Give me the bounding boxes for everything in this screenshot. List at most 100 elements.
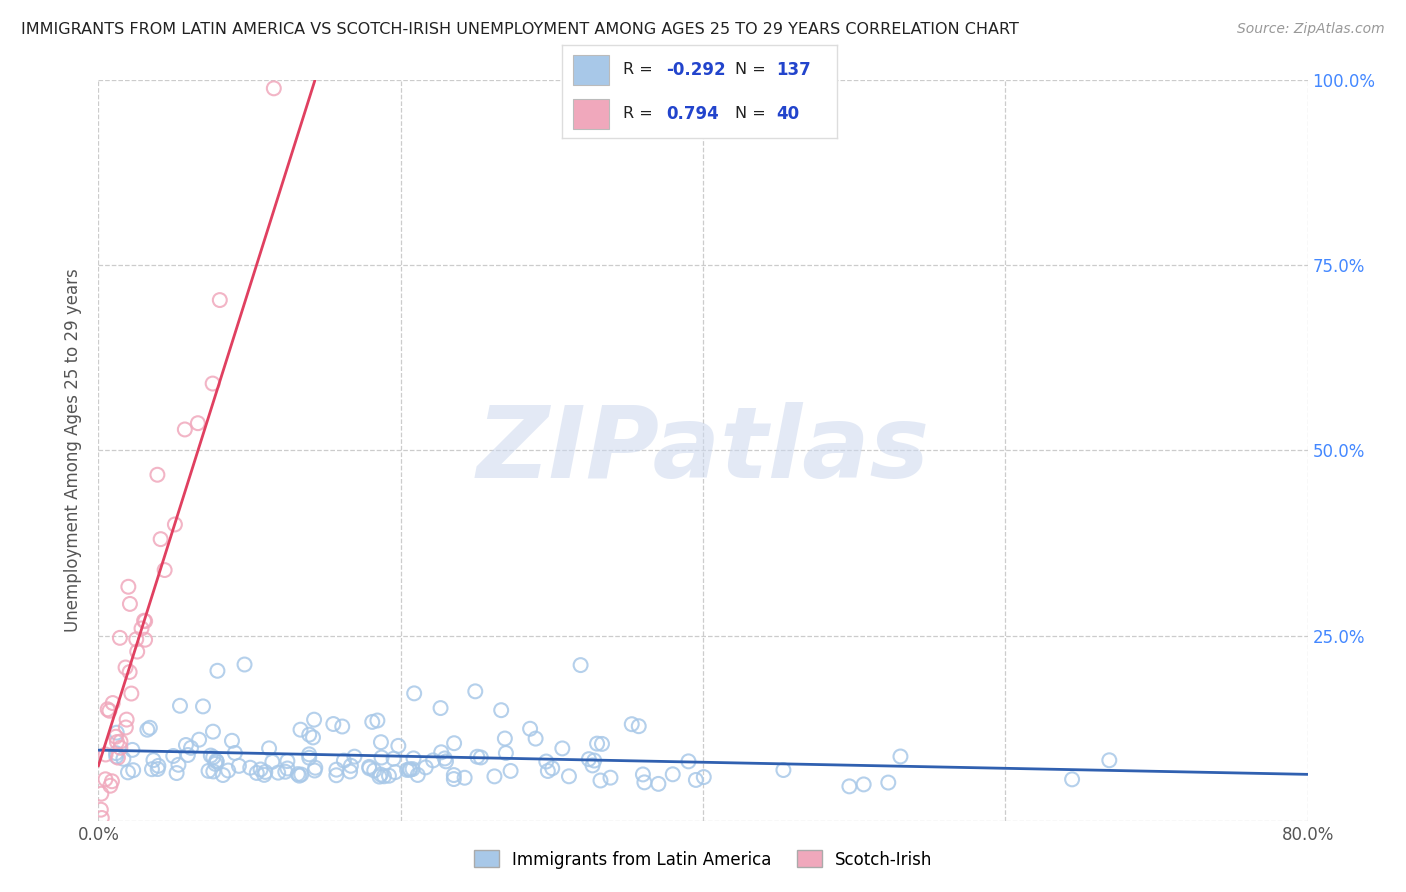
Point: [551, 741, 574, 756]
Point: [90, 803, 112, 817]
Point: [453, 771, 475, 785]
Point: [330, 719, 353, 733]
Point: [107, 750, 129, 764]
Point: [101, 774, 124, 789]
Point: [188, 732, 211, 747]
Point: [359, 761, 381, 775]
Point: [340, 759, 363, 773]
Point: [288, 769, 311, 783]
Point: [852, 777, 875, 791]
Point: [200, 748, 222, 763]
Point: [224, 746, 246, 760]
Point: [406, 768, 429, 782]
Point: [253, 768, 276, 782]
Point: [302, 713, 325, 727]
Point: [541, 761, 564, 775]
Point: [112, 752, 135, 766]
Point: [115, 713, 138, 727]
Point: [212, 768, 235, 782]
Point: [90, 787, 112, 801]
Point: [422, 753, 444, 767]
Text: ZIPatlas: ZIPatlas: [477, 402, 929, 499]
Point: [153, 563, 176, 577]
Point: [207, 664, 229, 678]
Point: [569, 658, 592, 673]
Point: [101, 696, 124, 710]
Point: [134, 614, 156, 628]
Point: [118, 665, 141, 679]
Point: [378, 769, 401, 783]
Point: [633, 775, 655, 789]
Point: [396, 763, 419, 777]
Point: [494, 731, 516, 746]
Point: [257, 741, 280, 756]
Point: [90, 811, 112, 825]
Point: [290, 723, 312, 737]
Text: R =: R =: [623, 62, 658, 78]
Point: [443, 772, 465, 786]
Point: [772, 763, 794, 777]
Point: [105, 746, 128, 760]
Point: [274, 764, 297, 779]
Point: [146, 467, 169, 482]
Point: [121, 743, 143, 757]
Point: [148, 759, 170, 773]
Text: 137: 137: [776, 61, 811, 78]
Point: [125, 632, 148, 647]
Point: [290, 767, 312, 781]
Point: [114, 660, 136, 674]
Text: 40: 40: [776, 105, 800, 123]
Point: [97, 702, 120, 716]
Point: [263, 81, 285, 95]
Point: [276, 754, 298, 768]
Point: [370, 735, 392, 749]
Point: [105, 725, 128, 739]
Point: [889, 749, 911, 764]
Point: [118, 597, 141, 611]
Point: [465, 749, 488, 764]
Point: [149, 532, 172, 546]
Point: [343, 749, 366, 764]
Point: [415, 760, 437, 774]
Point: [122, 763, 145, 777]
Point: [110, 740, 132, 755]
Point: [430, 745, 453, 759]
Point: [201, 376, 224, 391]
Point: [495, 746, 517, 760]
Point: [627, 719, 650, 733]
Point: [384, 765, 406, 780]
Point: [434, 755, 457, 769]
Text: R =: R =: [623, 106, 658, 121]
Point: [302, 731, 325, 745]
Point: [368, 770, 391, 784]
Point: [201, 724, 224, 739]
Point: [139, 721, 162, 735]
Point: [366, 714, 388, 728]
Point: [433, 751, 456, 765]
Point: [163, 517, 186, 532]
Point: [387, 739, 409, 753]
Point: [146, 762, 169, 776]
Point: [443, 736, 465, 750]
Point: [404, 686, 426, 700]
Point: [187, 416, 209, 430]
Text: -0.292: -0.292: [666, 61, 727, 78]
Point: [589, 773, 612, 788]
Point: [287, 767, 309, 781]
Point: [132, 614, 155, 628]
Point: [204, 756, 226, 771]
Point: [120, 687, 142, 701]
Point: [339, 764, 361, 779]
Point: [197, 764, 219, 778]
Point: [202, 750, 225, 764]
Point: [693, 770, 716, 784]
Point: [162, 749, 184, 764]
Point: [484, 769, 506, 783]
Point: [238, 58, 260, 72]
Text: 0.794: 0.794: [666, 105, 720, 123]
Point: [399, 763, 422, 777]
Point: [127, 644, 149, 658]
Point: [94, 772, 117, 787]
Point: [581, 758, 603, 772]
Point: [1062, 772, 1084, 787]
